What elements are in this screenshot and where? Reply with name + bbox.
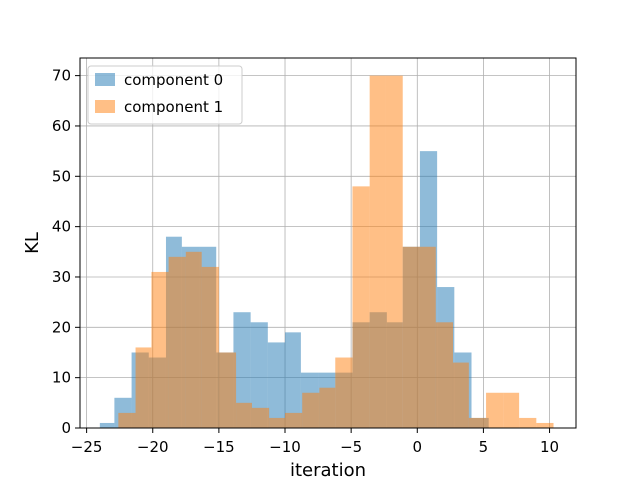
bar-component-1-bin-22 [486,392,504,428]
x-tick-label-4: −5 [340,438,362,456]
bar-component-1-bin-17 [402,246,420,428]
bar-component-1-bin-14 [352,186,370,428]
x-tick-label-5: 0 [413,438,423,456]
legend-label-component-1: component 1 [124,98,223,116]
legend-label-component-0: component 0 [124,71,223,89]
bar-component-1-bin-13 [335,357,353,428]
y-tick-label-7: 70 [52,67,71,85]
bar-component-0-bin-10 [267,342,286,428]
bar-component-1-bin-0 [118,412,136,428]
bar-component-0-bin-0 [99,422,115,428]
x-tick-label-6: 5 [479,438,489,456]
bar-component-1-bin-19 [435,322,453,428]
x-tick-label-1: −20 [137,438,169,456]
bar-component-0-bin-8 [233,312,251,428]
bar-component-1-bin-6 [218,352,237,428]
legend-swatch-component-0 [95,73,115,86]
bar-component-1-bin-16 [385,75,403,428]
y-tick-label-3: 30 [52,268,71,286]
legend-swatch-component-1 [95,100,115,113]
legend-box [87,65,243,125]
x-tick-label-3: −10 [269,438,301,456]
y-tick-label-6: 60 [52,117,71,135]
bar-component-1-bin-8 [251,407,270,428]
bar-component-1-bin-20 [452,362,469,428]
x-tick-label-7: 10 [540,438,559,456]
bar-component-1-bin-1 [135,347,152,428]
bars [99,75,554,428]
y-tick-label-5: 50 [52,167,71,185]
bar-component-1-bin-23 [503,392,520,428]
y-tick-label-2: 20 [52,318,71,336]
bar-component-1-bin-2 [151,271,169,428]
bar-component-1-bin-15 [369,75,386,428]
tick-marks [75,75,551,433]
bar-component-0-bin-11 [285,332,301,428]
bar-component-1-bin-21 [468,417,487,428]
bar-component-1-bin-24 [519,417,537,428]
bar-component-1-bin-9 [269,417,286,428]
tick-labels: −25 −20 −15 −10 −5 0 5 10 0 10 20 30 40 50 60 70 [52,67,559,456]
bar-component-1-bin-5 [201,266,219,428]
bar-component-1-bin-10 [285,412,303,428]
x-tick-label-2: −15 [203,438,235,456]
y-tick-label-1: 10 [52,369,71,387]
bar-component-1-bin-4 [185,251,202,428]
bar-component-1-bin-3 [168,256,186,428]
bar-component-1-bin-25 [536,422,554,428]
x-axis-label: iteration [290,460,366,480]
bar-component-1-bin-12 [319,387,336,428]
axes-frame [79,57,577,429]
y-tick-label-4: 40 [52,218,71,236]
x-tick-label-0: −25 [71,438,103,456]
bar-component-1-bin-11 [302,392,320,428]
y-tick-label-0: 0 [61,419,71,437]
bar-component-1-bin-18 [419,246,436,428]
bar-component-1-bin-7 [236,402,252,428]
y-axis-label: KL [22,232,43,254]
legend: component 0 component 1 [87,65,243,125]
bar-component-0-bin-9 [250,322,268,428]
